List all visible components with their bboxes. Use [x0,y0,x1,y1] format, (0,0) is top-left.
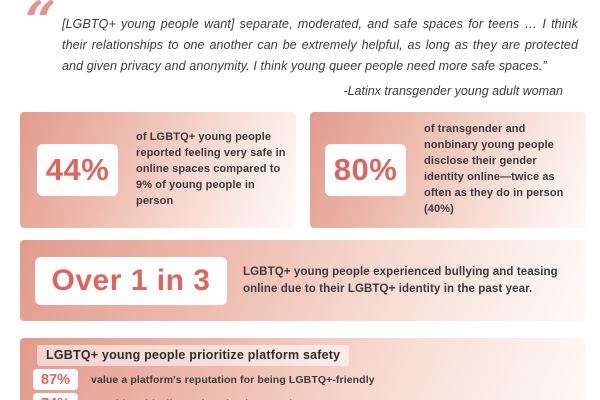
stat-value-badge: 80% [325,144,406,196]
stat-description: of transgender and nonbinary young peopl… [424,123,564,215]
quotation-mark-icon: “ [25,0,57,53]
stat-value-badge: 44% [37,144,118,196]
platform-safety-heading: LGBTQ+ young people prioritize platform … [37,345,350,366]
stat-description: LGBTQ+ young people experienced bullying… [243,265,558,295]
stat-description: of LGBTQ+ young people reported feeling … [136,131,286,207]
platform-safety-row: 74% considered feeling safe to be the mo… [33,393,339,400]
stat-description: value a platform's reputation for being … [91,373,375,386]
stat-value-badge: Over 1 in 3 [35,256,227,305]
stat-card-bullying: Over 1 in 3 LGBTQ+ young people experien… [20,240,585,321]
stat-description: considered feeling safe to be the most i… [91,398,339,400]
stat-value-badge: 74% [33,393,78,400]
stat-card-platform-safety: LGBTQ+ young people prioritize platform … [20,338,585,400]
platform-safety-row: 87% value a platform's reputation for be… [33,369,375,390]
stat-value-badge: 87% [33,369,78,390]
stat-card-gender-identity-disclosure: 80% of transgender and nonbinary young p… [310,112,586,228]
stat-card-online-safety: 44% of LGBTQ+ young people reported feel… [20,112,296,228]
quote-attribution: -Latinx transgender young adult woman [343,84,563,98]
quote-text: [LGBTQ+ young people want] separate, mod… [62,17,578,73]
